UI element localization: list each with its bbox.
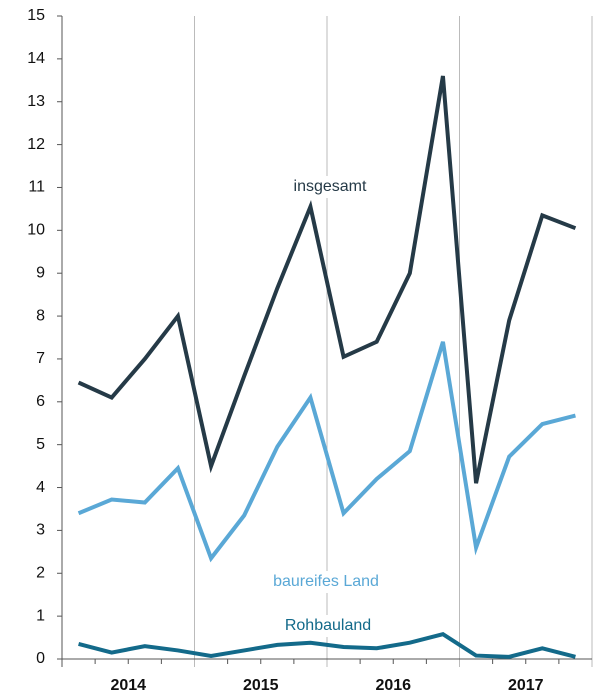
y-tick-label: 11 <box>28 179 45 196</box>
y-tick-label: 6 <box>36 393 45 410</box>
series-label: baureifes Land <box>273 573 379 590</box>
y-tick-label: 13 <box>27 93 45 110</box>
y-tick-label: 1 <box>36 607 45 624</box>
y-tick-label: 5 <box>36 436 45 453</box>
x-group-label: 2016 <box>375 677 411 694</box>
x-group-label: 2017 <box>508 677 544 694</box>
series-line <box>77 341 576 563</box>
label-bg <box>268 615 388 637</box>
series-line <box>78 631 576 659</box>
label-bg <box>270 176 390 198</box>
x-group-label: 2014 <box>110 677 146 694</box>
y-tick-label: 7 <box>36 350 45 367</box>
y-tick-label: 0 <box>36 650 45 667</box>
y-tick-label: 3 <box>36 522 45 539</box>
series-label: insgesamt <box>294 178 367 195</box>
y-tick-label: 2 <box>36 564 45 581</box>
y-tick-label: 15 <box>27 7 45 24</box>
x-group-label: 2015 <box>243 677 279 694</box>
y-tick-label: 14 <box>27 50 45 67</box>
series-line <box>77 75 577 484</box>
y-tick-label: 12 <box>27 136 45 153</box>
label-bg <box>266 571 386 593</box>
series-label: Rohbauland <box>285 617 371 634</box>
y-tick-label: 9 <box>36 264 45 281</box>
y-tick-label: 10 <box>27 222 45 239</box>
y-tick-label: 8 <box>36 307 45 324</box>
y-tick-label: 4 <box>36 479 45 496</box>
